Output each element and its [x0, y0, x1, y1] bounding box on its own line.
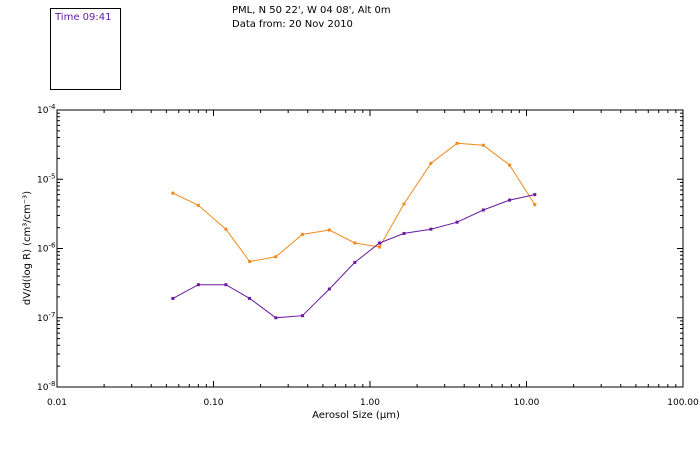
y-tick-label: 10-6 — [37, 242, 56, 255]
plot-frame — [56, 109, 684, 388]
series-1-point — [300, 232, 304, 236]
series-2-point — [171, 296, 175, 300]
series-1-point — [429, 161, 433, 165]
x-tick-label: 0.10 — [203, 398, 223, 408]
series-1-point — [481, 143, 485, 147]
x-axis-label: Aerosol Size (μm) — [312, 410, 400, 421]
x-tick-label: 0.01 — [47, 398, 67, 408]
series-1-point — [224, 227, 228, 231]
y-tick-label: 10-5 — [37, 172, 55, 185]
series-1-point — [248, 259, 252, 263]
series-2-point — [196, 283, 200, 287]
y-tick-label: 10-7 — [37, 311, 55, 324]
series-2-point — [274, 316, 278, 320]
y-tick-label: 10-8 — [37, 380, 55, 393]
station-info: PML, N 50 22', W 04 08', Alt 0m — [232, 5, 391, 16]
series-1-point — [533, 203, 537, 207]
series-2-point — [402, 231, 406, 235]
series-1-point — [377, 245, 381, 249]
series-2-point — [377, 241, 381, 245]
y-tick-label: 10-4 — [37, 103, 56, 116]
series-1-point — [455, 141, 459, 145]
y-axis-label: dV/d(log R) (cm³/cm⁻³) — [22, 191, 33, 305]
series-1-point — [353, 241, 357, 245]
series-2-point — [455, 220, 459, 224]
series-1-point — [402, 202, 406, 206]
series-line-2 — [172, 194, 535, 319]
chart-header: PML, N 50 22', W 04 08', Alt 0m Data fro… — [232, 4, 391, 32]
time-label: Time 09:41 — [55, 12, 112, 23]
series-2-point — [429, 227, 433, 231]
series-2-point — [508, 198, 512, 202]
data-date: Data from: 20 Nov 2010 — [232, 19, 353, 30]
series-2-point — [533, 193, 537, 197]
series-1-point — [274, 255, 278, 259]
series-1-point — [196, 203, 200, 207]
series-2-point — [248, 296, 252, 300]
x-tick-label: 10.00 — [514, 398, 540, 408]
x-tick-label: 1.00 — [360, 398, 380, 408]
series-2-point — [224, 283, 228, 287]
axis-tick-labels: 0.01 0.10 1.00 10.00 100.00 10-8 10-7 10-6 10-5 1… — [37, 103, 699, 408]
series-2-point — [300, 314, 304, 318]
series-1-point — [327, 228, 331, 232]
x-tick-label: 100.00 — [667, 398, 699, 408]
series-1-point — [508, 163, 512, 167]
series-1-point — [171, 191, 175, 195]
series-2-point — [481, 208, 485, 212]
series-2-point — [327, 287, 331, 291]
time-box: Time 09:41 — [50, 8, 121, 90]
axis-ticks — [56, 110, 683, 388]
series-2-point — [353, 260, 357, 264]
series-points — [171, 141, 537, 320]
